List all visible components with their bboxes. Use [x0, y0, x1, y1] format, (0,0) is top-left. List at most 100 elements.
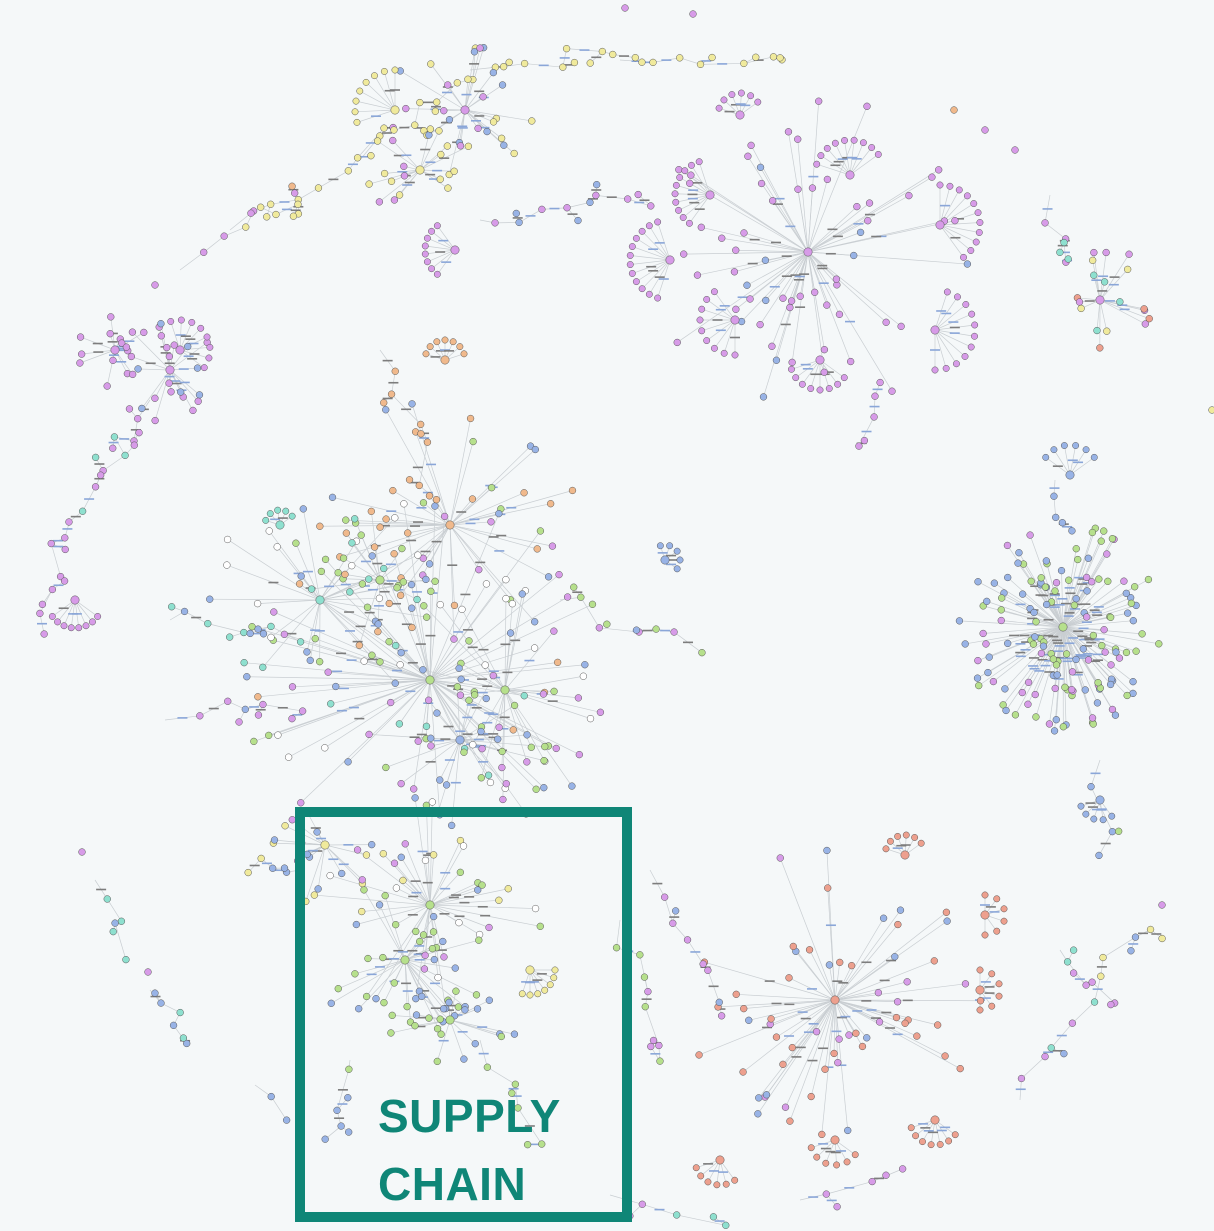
- edge-label-mark: [735, 103, 746, 105]
- graph-node: [1083, 613, 1091, 621]
- edge-label-mark: [116, 361, 127, 363]
- edge-label-mark: [374, 966, 385, 968]
- graph-edge: [449, 1019, 465, 1060]
- graph-node: [226, 633, 234, 641]
- edge-label-mark: [481, 733, 492, 735]
- graph-node: [390, 550, 398, 558]
- graph-node: [498, 747, 506, 756]
- graph-edge: [1072, 1001, 1095, 1024]
- edge-label-mark: [249, 706, 260, 708]
- graph-node: [863, 102, 871, 110]
- graph-edge: [679, 177, 711, 196]
- graph-edge: [179, 252, 204, 271]
- graph-node: [807, 1144, 815, 1152]
- edge-label-mark: [37, 622, 48, 625]
- graph-node: [1103, 550, 1111, 558]
- edge-label-mark: [712, 319, 723, 321]
- edge-label-mark: [683, 641, 694, 644]
- graph-node: [1057, 566, 1066, 575]
- graph-edge: [427, 237, 456, 251]
- graph-node: [127, 352, 136, 361]
- graph-node: [433, 1025, 442, 1033]
- graph-node: [905, 191, 913, 200]
- graph-node: [817, 152, 825, 160]
- graph-edge: [939, 224, 980, 233]
- edge-label-mark: [160, 352, 171, 354]
- graph-node: [1037, 649, 1046, 658]
- graph-node: [179, 1034, 188, 1042]
- graph-node: [539, 690, 548, 698]
- graph-node: [1000, 917, 1008, 925]
- graph-node: [460, 105, 470, 115]
- edge-label-mark: [1074, 978, 1085, 980]
- edge-label-mark: [1015, 651, 1026, 654]
- graph-node: [281, 822, 289, 830]
- edge-label-mark: [1052, 1049, 1063, 1052]
- edge-label-mark: [549, 207, 560, 210]
- graph-node: [443, 142, 451, 150]
- graph-node: [414, 737, 422, 745]
- graph-node: [971, 321, 979, 329]
- edge-label-mark: [1062, 660, 1073, 663]
- graph-node: [732, 246, 740, 254]
- graph-node: [365, 730, 373, 739]
- edge-label-mark: [954, 218, 965, 220]
- edge-label-mark: [474, 115, 485, 117]
- edge-label-mark: [346, 659, 357, 661]
- graph-node: [592, 191, 600, 199]
- edge-label-mark: [1054, 645, 1065, 647]
- edge-label-mark: [701, 60, 712, 62]
- edge-label-mark: [525, 215, 536, 217]
- edge-label-mark: [1054, 656, 1065, 659]
- graph-node: [879, 914, 888, 922]
- graph-node: [151, 989, 159, 997]
- edge-label-mark: [401, 982, 412, 985]
- graph-edge: [632, 246, 671, 261]
- graph-node: [779, 1060, 787, 1069]
- graph-node: [460, 1055, 468, 1063]
- graph-node: [267, 1092, 275, 1101]
- graph-node: [860, 436, 869, 445]
- graph-node: [911, 834, 919, 841]
- graph-node: [428, 944, 437, 953]
- graph-node: [1047, 1044, 1055, 1052]
- edge-label-mark: [334, 1117, 345, 1120]
- graph-edge: [834, 983, 966, 1001]
- graph-edge: [834, 999, 863, 1047]
- graph-node: [847, 357, 855, 366]
- edge-label-mark: [1021, 641, 1032, 643]
- graph-edge: [1062, 605, 1137, 628]
- edge-label-mark: [467, 646, 478, 649]
- edge-label-mark: [717, 63, 728, 65]
- edge-label-mark: [538, 64, 549, 67]
- edge-label-mark: [399, 126, 410, 129]
- graph-node: [415, 165, 425, 175]
- graph-edge: [504, 689, 546, 762]
- edge-label-mark: [347, 163, 358, 166]
- graph-edge: [365, 82, 396, 111]
- graph-node: [971, 332, 978, 340]
- graph-edge: [229, 212, 252, 231]
- edge-label-mark: [379, 524, 390, 527]
- graph-edge: [934, 329, 966, 357]
- graph-node: [109, 356, 117, 365]
- graph-node: [976, 1006, 984, 1014]
- edge-label-mark: [496, 534, 507, 537]
- edge-label-mark: [818, 1047, 829, 1050]
- edge-label-mark: [703, 1163, 714, 1165]
- graph-node: [512, 209, 520, 218]
- graph-node: [1129, 678, 1137, 686]
- edge-label-mark: [885, 1027, 896, 1029]
- edge-label-mark: [457, 125, 468, 128]
- graph-edge: [331, 959, 406, 1004]
- graph-node: [1070, 601, 1079, 609]
- graph-node: [1158, 901, 1166, 909]
- edge-label-mark: [447, 1004, 458, 1007]
- edge-label-mark: [386, 510, 397, 512]
- edge-label-mark: [414, 945, 425, 947]
- graph-node: [432, 496, 441, 504]
- graph-node: [1208, 406, 1214, 414]
- graph-node: [428, 265, 435, 273]
- graph-node: [963, 192, 971, 200]
- graph-edge: [330, 875, 431, 906]
